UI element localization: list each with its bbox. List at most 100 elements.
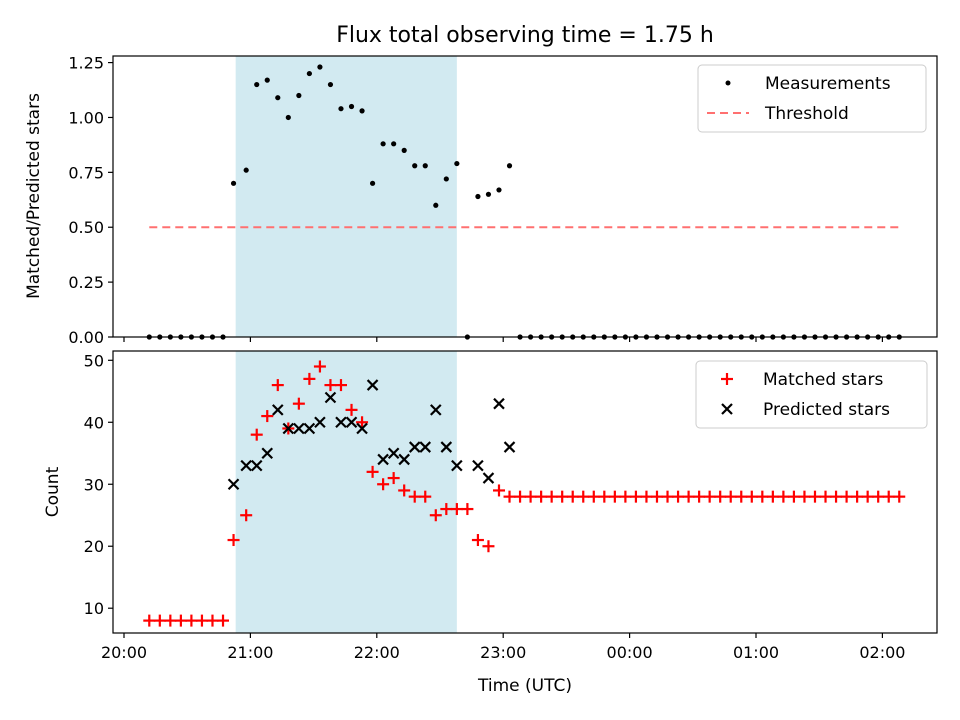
legend-matched-label: Matched stars	[763, 370, 883, 390]
legend-predicted-marker	[721, 403, 733, 415]
x-tick-label: 01:00	[733, 643, 779, 662]
y-tick-label: 1.25	[68, 54, 104, 73]
top-y-ticks: 0.00 0.25 0.50 0.75 1.00 1.25	[68, 54, 113, 347]
matched-star-point	[545, 490, 558, 503]
matched-star-point	[672, 490, 685, 503]
measurement-point	[285, 114, 291, 121]
matched-star-point	[185, 614, 198, 627]
y-tick-label: 0.75	[68, 163, 104, 182]
matched-star-point	[398, 484, 411, 497]
predicted-star-point	[387, 447, 400, 460]
matched-star-point	[661, 490, 674, 503]
measurement-point	[317, 64, 323, 70]
matched-star-point	[535, 490, 548, 503]
y-tick-label: 50	[84, 351, 104, 370]
matched-star-point	[387, 472, 400, 485]
x-tick-label: 22:00	[354, 643, 400, 662]
count-points	[143, 360, 906, 627]
matched-star-point	[608, 490, 621, 503]
predicted-star-point	[482, 472, 495, 484]
matched-star-point	[345, 403, 358, 416]
matched-star-point	[366, 465, 379, 478]
measurement-point	[454, 160, 460, 167]
predicted-star-point	[503, 441, 516, 453]
measurement-point	[391, 141, 397, 147]
matched-star-point	[313, 360, 326, 373]
matched-star-point	[724, 490, 737, 503]
y-tick-label: 30	[84, 475, 104, 494]
predicted-star-point	[408, 441, 421, 453]
matched-star-point	[482, 540, 495, 553]
bottom-legend: Matched stars Predicted stars	[695, 360, 928, 429]
matched-star-point	[693, 490, 706, 503]
predicted-star-point	[356, 422, 368, 435]
measurement-point	[485, 191, 492, 197]
bottom-panel-frame	[112, 350, 938, 634]
chart-title: Flux total observing time = 1.75 h	[336, 23, 714, 48]
measurement-points	[146, 64, 902, 340]
matched-star-point	[893, 490, 906, 503]
matched-star-point	[840, 490, 853, 503]
predicted-star-point	[250, 459, 263, 472]
matched-star-point	[324, 379, 337, 392]
x-tick-label: 21:00	[227, 643, 273, 662]
bottom-y-ticks: 10 20 30 40 50	[84, 351, 113, 618]
measurement-point	[230, 180, 237, 186]
predicted-star-point	[227, 478, 240, 491]
legend-matched-marker	[721, 373, 733, 385]
measurement-point	[412, 163, 418, 169]
predicted-star-point	[472, 459, 484, 472]
legend-measurements-marker	[725, 80, 731, 86]
y-tick-label: 1.00	[68, 108, 104, 127]
predicted-star-point	[398, 453, 410, 466]
predicted-star-point	[440, 441, 453, 453]
matched-star-point	[206, 614, 219, 627]
predicted-star-point	[419, 441, 432, 453]
matched-star-point	[830, 490, 843, 503]
matched-star-point	[471, 534, 484, 547]
top-panel-shaded-interval	[235, 56, 457, 337]
predicted-star-point	[345, 416, 358, 429]
matched-star-point	[587, 490, 600, 503]
measurement-point	[380, 141, 386, 147]
matched-star-point	[556, 490, 569, 503]
matched-star-point	[153, 614, 166, 627]
matched-star-point	[819, 490, 832, 503]
matched-star-point	[292, 397, 305, 410]
matched-star-point	[334, 379, 347, 392]
predicted-star-point	[493, 397, 505, 410]
matched-star-point	[461, 503, 474, 516]
predicted-star-point	[335, 416, 347, 429]
matched-star-point	[640, 490, 653, 503]
top-panel: 0.00 0.25 0.50 0.75 1.00 1.25 Flux total obse…	[24, 23, 938, 347]
measurement-point	[422, 163, 428, 169]
bottom-y-axis-label: Count	[43, 466, 63, 517]
predicted-star-point	[282, 422, 295, 435]
bottom-legend-box	[695, 360, 928, 429]
measurement-point	[348, 103, 355, 110]
measurement-point	[359, 108, 365, 114]
matched-star-point	[227, 534, 240, 547]
predicted-star-point	[261, 447, 274, 460]
matched-star-point	[629, 490, 642, 503]
x-tick-label: 23:00	[480, 643, 526, 662]
x-tick-label: 00:00	[607, 643, 653, 662]
matched-star-point	[787, 490, 800, 503]
measurement-point	[475, 193, 481, 200]
top-y-axis-label: Matched/Predicted stars	[24, 93, 44, 299]
measurement-point	[401, 147, 407, 153]
x-tick-label: 02:00	[859, 643, 905, 662]
y-tick-label: 0.25	[68, 273, 104, 292]
top-x-ticks	[123, 337, 884, 342]
measurement-point	[369, 180, 376, 186]
matched-star-point	[164, 614, 177, 627]
matched-star-point	[503, 490, 516, 503]
matched-star-point	[598, 490, 611, 503]
y-tick-label: 0.00	[68, 328, 104, 347]
matched-star-point	[714, 490, 727, 503]
bottom-panel-shaded-interval	[235, 351, 457, 633]
matched-star-point	[419, 490, 432, 503]
measurement-point	[506, 163, 513, 169]
matched-star-point	[756, 490, 769, 503]
